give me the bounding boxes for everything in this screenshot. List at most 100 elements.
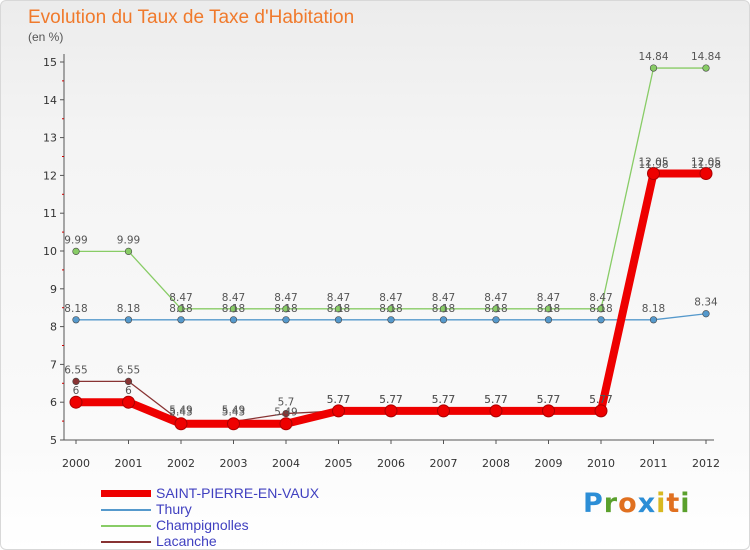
- data-point: [544, 305, 553, 313]
- chart-lines: [69, 64, 713, 431]
- y-tick-label: 8: [50, 321, 57, 334]
- legend-item-champignolles: Champignolles: [101, 517, 361, 533]
- chart-title: Evolution du Taux de Taxe d'Habitation: [28, 7, 355, 28]
- chart-axes: 5 6 7 8 9 10 11 12 13 14 15 2000 2001 2002 2003 2004 200…: [43, 54, 720, 470]
- data-label: 8.47: [432, 292, 455, 304]
- legend-label: Lacanche: [156, 533, 217, 549]
- data-label: 14.84: [691, 51, 721, 63]
- data-point: [332, 404, 345, 418]
- data-point: [594, 404, 608, 418]
- x-tick-label: 2001: [115, 457, 143, 470]
- legend-label: SAINT-PIERRE-EN-VAUX: [156, 485, 320, 501]
- data-point: [647, 167, 660, 181]
- data-label: 6: [125, 385, 132, 397]
- data-label: 8.18: [379, 303, 402, 315]
- data-label: 5.49: [169, 404, 192, 416]
- x-tick-label: 2003: [220, 457, 248, 470]
- data-point: [597, 316, 605, 324]
- data-point: [334, 305, 343, 313]
- y-tick-label: 9: [50, 283, 57, 296]
- data-label: 8.18: [274, 303, 297, 315]
- y-tick-label: 10: [43, 245, 57, 258]
- data-label: 5.7: [278, 397, 295, 409]
- data-point: [492, 305, 500, 313]
- y-tick-label: 15: [43, 56, 57, 69]
- data-point: [174, 417, 188, 431]
- logo-letter: o: [618, 488, 638, 519]
- data-label: 8.18: [537, 303, 560, 315]
- data-label: 8.18: [484, 303, 507, 315]
- legend-swatch-champignolles: [101, 525, 151, 527]
- data-label: 8.18: [117, 303, 140, 315]
- data-label: 5.43: [169, 407, 192, 419]
- legend-item-saint-pierre-en-vaux: SAINT-PIERRE-EN-VAUX: [101, 485, 361, 501]
- logo-letter: i: [656, 488, 667, 519]
- logo-letter: P: [583, 488, 604, 519]
- data-point: [489, 404, 503, 418]
- data-point: [229, 316, 238, 324]
- data-label: 8.34: [694, 297, 718, 309]
- data-point: [649, 64, 658, 72]
- data-label: 8.47: [274, 292, 297, 304]
- data-label: 5.77: [379, 394, 402, 406]
- data-point: [702, 310, 710, 318]
- y-tick-label: 5: [50, 434, 57, 447]
- x-tick-label: 2004: [272, 457, 300, 470]
- x-tick-label: 2011: [640, 457, 668, 470]
- data-point: [282, 316, 290, 324]
- data-label: 5.77: [589, 394, 612, 406]
- proxiti-logo: Proxiti: [583, 488, 691, 519]
- logo-letter: r: [603, 488, 619, 519]
- legend-label: Champignolles: [156, 517, 249, 533]
- data-point: [122, 395, 135, 409]
- data-label: 8.47: [537, 292, 560, 304]
- data-point: [124, 377, 133, 386]
- data-label: 5.49: [274, 407, 297, 419]
- data-point: [72, 316, 80, 324]
- chart-subtitle: (en %): [28, 30, 64, 44]
- data-label: 5.77: [589, 394, 612, 406]
- data-point: [702, 64, 710, 72]
- y-tick-label: 7: [50, 358, 57, 371]
- data-point: [279, 417, 293, 431]
- x-tick-label: 2008: [482, 457, 510, 470]
- y-tick-label: 13: [43, 132, 57, 145]
- data-label: 5.77: [327, 394, 350, 406]
- legend-item-thury: Thury: [101, 501, 361, 517]
- data-point: [227, 417, 240, 431]
- data-point: [387, 305, 395, 313]
- data-point: [177, 316, 185, 324]
- data-point: [177, 305, 185, 313]
- data-label: 14.84: [638, 51, 668, 63]
- x-tick-label: 2007: [430, 457, 458, 470]
- data-label: 8.47: [327, 292, 350, 304]
- data-point: [282, 409, 290, 418]
- data-point: [124, 247, 133, 255]
- logo-letter: t: [666, 488, 681, 519]
- data-label: 5.43: [222, 407, 245, 419]
- data-point: [229, 305, 238, 313]
- series-line-2: [76, 67, 706, 310]
- data-label: 8.18: [432, 303, 455, 315]
- data-label: 5.77: [484, 394, 507, 406]
- data-point: [699, 167, 713, 181]
- x-tick-label: 2012: [692, 457, 720, 470]
- data-label: 8.18: [64, 303, 87, 315]
- data-label: 5.77: [484, 394, 507, 406]
- data-label: 9.99: [117, 234, 140, 246]
- data-label: 8.18: [589, 303, 612, 315]
- data-label: 5.77: [432, 394, 455, 406]
- data-point: [542, 404, 555, 418]
- data-point: [72, 377, 80, 386]
- data-point: [282, 305, 290, 313]
- legend-label: Thury: [156, 501, 192, 517]
- data-label: 5.77: [327, 394, 350, 406]
- data-label: 6.55: [64, 364, 87, 376]
- data-point: [387, 316, 395, 324]
- data-label: 8.18: [169, 303, 192, 315]
- data-point: [437, 404, 450, 418]
- x-tick-label: 2002: [167, 457, 195, 470]
- x-tick-label: 2006: [377, 457, 405, 470]
